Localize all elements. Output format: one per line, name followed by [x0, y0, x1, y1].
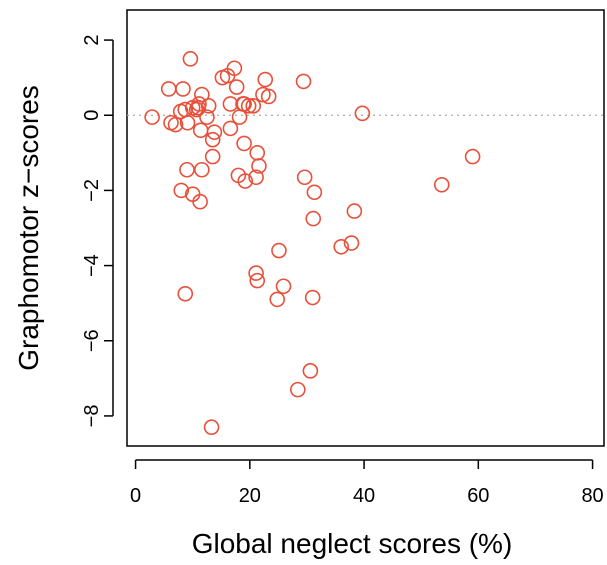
data-point — [433, 176, 450, 193]
data-point — [245, 98, 262, 114]
data-point — [184, 99, 201, 116]
data-point — [306, 184, 323, 201]
data-point — [203, 419, 220, 436]
data-point — [192, 193, 208, 210]
y-axis: 2 0 −2 −4 −6 −8 — [81, 35, 114, 428]
data-point — [346, 203, 363, 219]
data-point — [228, 79, 245, 95]
data-point — [237, 173, 254, 189]
y-tick-label: 2 — [81, 35, 103, 46]
data-point — [206, 124, 223, 140]
data-point — [182, 51, 199, 67]
data-point — [464, 148, 481, 165]
data-point — [179, 161, 195, 178]
data-point — [257, 71, 274, 88]
x-tick-label: 20 — [239, 485, 261, 507]
x-tick-label: 0 — [130, 485, 141, 507]
data-point — [249, 145, 266, 161]
data-point — [240, 98, 257, 114]
data-point — [184, 186, 201, 202]
data-point — [305, 210, 322, 227]
data-point — [302, 363, 319, 379]
y-tick-label: 0 — [81, 110, 103, 121]
data-point — [200, 98, 217, 114]
x-axis: 0 20 40 60 80 — [130, 459, 604, 507]
data-point — [160, 81, 177, 97]
data-point — [343, 235, 360, 251]
data-point — [175, 81, 191, 97]
data-point — [296, 169, 313, 186]
data-point — [260, 88, 277, 105]
data-point — [333, 238, 350, 255]
x-tick-label: 60 — [467, 485, 489, 507]
data-point — [251, 158, 267, 174]
data-point — [179, 114, 196, 131]
data-point — [249, 272, 266, 289]
y-axis-title: Graphomotor z−scores — [13, 85, 44, 371]
x-tick-label: 40 — [353, 485, 375, 507]
data-point — [248, 169, 264, 186]
data-point — [248, 265, 264, 281]
data-point — [269, 291, 286, 308]
y-tick-label: −6 — [81, 329, 103, 352]
data-point — [194, 86, 210, 103]
data-point — [295, 73, 312, 90]
plot-frame — [126, 9, 605, 447]
data-point — [144, 109, 160, 125]
data-point — [290, 381, 306, 398]
data-point — [275, 278, 292, 295]
data-point — [304, 289, 321, 306]
data-point — [192, 122, 209, 139]
data-point — [173, 182, 190, 199]
data-point — [204, 148, 221, 165]
y-tick-label: −8 — [81, 405, 103, 428]
data-point — [199, 109, 215, 125]
data-point — [177, 285, 194, 302]
data-point — [204, 131, 221, 148]
data-point — [271, 242, 287, 259]
data-point — [236, 135, 252, 152]
data-point — [194, 161, 210, 178]
data-point — [354, 105, 371, 122]
data-point — [226, 60, 243, 77]
y-tick-label: −4 — [81, 254, 103, 277]
x-tick-label: 80 — [581, 485, 603, 507]
data-point — [222, 120, 239, 137]
y-tick-label: −2 — [81, 179, 103, 202]
data-points — [144, 51, 481, 436]
data-point — [167, 116, 184, 133]
x-axis-title: Global neglect scores (%) — [192, 528, 513, 559]
